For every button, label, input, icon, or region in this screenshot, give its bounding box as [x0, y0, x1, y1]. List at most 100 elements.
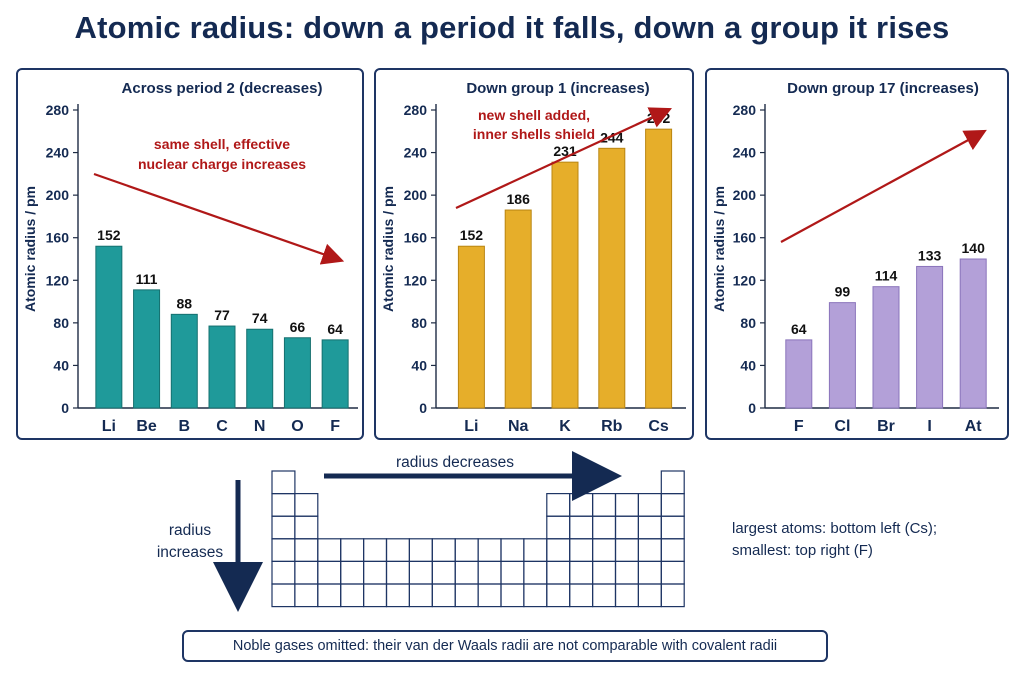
bar-Li [95, 245, 123, 409]
bar-B [170, 313, 198, 409]
element-cell [660, 538, 685, 562]
element-cell [660, 560, 685, 585]
element-cell [408, 583, 433, 608]
element-cell [591, 560, 617, 585]
size-extremes-line-2: smallest: top right (F) [732, 542, 873, 559]
bar-O [283, 337, 311, 409]
value-label: 133 [918, 247, 942, 263]
y-tick-label: 280 [733, 102, 757, 118]
trend-annotation: inner shells shield [473, 126, 595, 142]
element-cell [294, 515, 319, 540]
element-cell [569, 493, 594, 517]
y-tick-label: 0 [748, 400, 756, 416]
category-label: N [254, 418, 266, 435]
element-cell [660, 493, 685, 517]
bar-Na [504, 209, 532, 409]
element-cell [500, 538, 525, 562]
value-label: 114 [875, 268, 898, 284]
size-extremes-note: largest atoms: bottom left (Cs); smalles… [732, 518, 937, 562]
element-cell [271, 470, 296, 495]
bar-C [208, 325, 236, 409]
element-cell [546, 538, 571, 562]
element-cell [454, 583, 479, 608]
element-cell [614, 583, 639, 608]
chart-panel-period-2: Across period 2 (decreases) Atomic radius… [16, 68, 364, 440]
category-label: Cl [834, 418, 850, 435]
element-cell [294, 583, 319, 608]
y-axis-label: Atomic radius / pm [22, 186, 38, 312]
element-cell [591, 538, 617, 562]
category-label: Rb [601, 418, 623, 435]
element-cell [317, 583, 342, 608]
element-cell [591, 583, 617, 608]
element-cell [454, 538, 479, 562]
trend-annotation: new shell added, [478, 107, 590, 123]
y-axis-label: Atomic radius / pm [380, 186, 396, 312]
element-cell [385, 538, 410, 562]
bar-Cs [645, 128, 673, 409]
chart-panel-group-17: Down group 17 (increases) Atomic radius /… [705, 68, 1009, 440]
chart-svg: Down group 1 (increases) Atomic radius / … [380, 80, 686, 435]
element-cell [546, 493, 571, 517]
y-tick-label: 240 [404, 145, 428, 161]
radius-increases-label: radius increases [150, 520, 230, 564]
category-label: O [291, 418, 303, 435]
value-label: 186 [507, 191, 531, 207]
element-cell [363, 583, 388, 608]
element-cell [317, 538, 342, 562]
bar-Br [872, 286, 900, 409]
element-cell [523, 560, 548, 585]
element-cell [271, 538, 296, 562]
element-cell [569, 560, 594, 585]
element-cell [637, 493, 662, 517]
y-tick-label: 120 [46, 272, 70, 288]
element-cell [546, 560, 571, 585]
element-cell [477, 583, 502, 608]
element-cell [569, 515, 594, 540]
size-extremes-line-1: largest atoms: bottom left (Cs); [732, 520, 938, 537]
radius-decreases-label: radius decreases [396, 454, 515, 471]
chart-title: Across period 2 (decreases) [122, 80, 323, 97]
trend-arrow [93, 172, 345, 265]
bar-Li [457, 245, 485, 409]
trend-arrow [455, 107, 672, 209]
y-tick-label: 40 [740, 357, 756, 373]
chart-svg: Down group 17 (increases) Atomic radius /… [711, 80, 999, 435]
bar-N [246, 328, 274, 409]
y-tick-label: 160 [733, 230, 757, 246]
noble-gases-note: Noble gases omitted: their van der Waals… [182, 630, 828, 662]
value-label: 111 [136, 271, 158, 287]
element-cell [271, 560, 296, 585]
y-tick-label: 280 [404, 102, 428, 118]
y-tick-label: 160 [404, 230, 428, 246]
bar-F [785, 339, 813, 409]
element-cell [317, 560, 342, 585]
element-cell [637, 560, 662, 585]
element-cell [637, 583, 662, 608]
y-tick-label: 40 [411, 357, 427, 373]
element-cell [591, 515, 617, 540]
category-label: Be [136, 418, 157, 435]
element-cell [660, 470, 685, 495]
y-tick-label: 200 [733, 187, 757, 203]
y-tick-label: 0 [61, 400, 69, 416]
y-tick-label: 80 [53, 315, 69, 331]
element-cell [500, 560, 525, 585]
element-cell [340, 583, 365, 608]
category-label: Li [102, 418, 116, 435]
element-cell [637, 515, 662, 540]
element-cell [660, 583, 685, 608]
bar-K [551, 161, 579, 409]
y-tick-label: 80 [411, 315, 427, 331]
element-cell [523, 583, 548, 608]
category-label: I [927, 418, 931, 435]
element-cell [614, 560, 639, 585]
element-cell [431, 560, 456, 585]
value-label: 66 [290, 319, 306, 335]
element-cell [477, 560, 502, 585]
category-label: Cs [648, 418, 669, 435]
element-cell [660, 515, 685, 540]
element-cell [569, 538, 594, 562]
chart-title: Down group 1 (increases) [466, 80, 649, 97]
